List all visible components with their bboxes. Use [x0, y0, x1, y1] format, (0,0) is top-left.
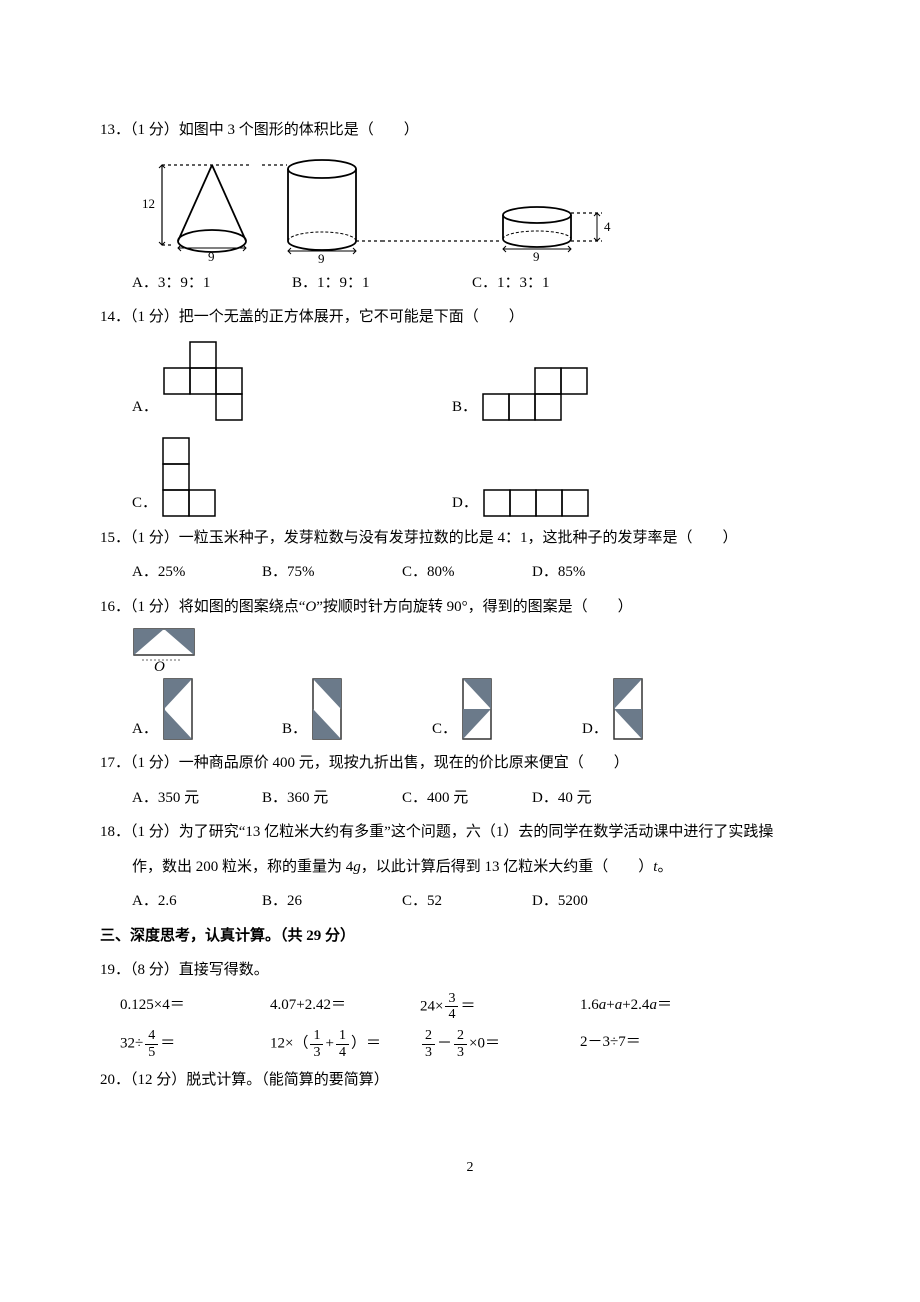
q19-r2c3: 23－23×0＝: [420, 1028, 580, 1060]
q18-line2: 作，数出 200 粒米，称的重量为 4g，以此计算后得到 13 亿粒米大约重（ …: [100, 853, 840, 882]
q19-r1c4: 1.6a+a+2.4a＝: [580, 991, 672, 1023]
q16-optD: D．: [582, 677, 646, 743]
q14-labelD: D．: [452, 489, 478, 518]
q16-figB: [311, 677, 345, 743]
q17-options: A．350 元 B．360 元 C．400 元 D．40 元: [100, 784, 840, 813]
q16-optB: B．: [282, 677, 432, 743]
q13-cyl-short: 4 9: [382, 183, 632, 263]
q14-netA: [162, 340, 244, 422]
page-number: 2: [100, 1155, 840, 1182]
q14-optB: B．: [452, 340, 589, 422]
q16-figA: [162, 677, 196, 743]
q14-text: 14．（1 分）把一个无盖的正方体展开，它不可能是下面（ ）: [100, 303, 840, 332]
q17-text: 17．（1 分）一种商品原价 400 元，现按九折出售，现在的价比原来便宜（ ）: [100, 749, 840, 778]
q19-r1c2: 4.07+2.42＝: [270, 991, 420, 1023]
q14-optA: A．: [132, 340, 452, 422]
q14-optC: C．: [132, 436, 452, 518]
q18-options: A．2.6 B．26 C．52 D．5200: [100, 887, 840, 916]
q19-text: 19．（8 分）直接写得数。: [100, 956, 840, 985]
q13-text: 13．（1 分）如图中 3 个图形的体积比是（ ）: [100, 116, 840, 145]
q15-optC: C．80%: [402, 558, 532, 587]
q13-figure: 12 9 9 4 9: [100, 153, 840, 263]
q15-optB: B．75%: [262, 558, 402, 587]
q16-figD: [612, 677, 646, 743]
q18-line1: 18．（1 分）为了研究“13 亿粒米大约有多重”这个问题，六（1）去的同学在数…: [100, 818, 840, 847]
q17-optB: B．360 元: [262, 784, 402, 813]
q16-optA: A．: [132, 677, 282, 743]
q13-cone: 12 9: [132, 153, 262, 263]
q18-optD: D．5200: [532, 887, 588, 916]
q16-figC: [461, 677, 495, 743]
q14-labelB: B．: [452, 393, 477, 422]
q16-optC: C．: [432, 677, 582, 743]
q16-text: 16．（1 分）将如图的图案绕点“O”按顺时针方向旋转 90°，得到的图案是（ …: [100, 593, 840, 622]
q17-optA: A．350 元: [132, 784, 262, 813]
q13-optA: A．3：9：1: [132, 269, 292, 298]
section3-title: 三、深度思考，认真计算。（共 29 分）: [100, 922, 840, 951]
q14-netD: [482, 488, 590, 518]
q15-options: A．25% B．75% C．80% D．85%: [100, 558, 840, 587]
q13-cyl-short-h: 4: [604, 219, 611, 234]
q14-row1: A． B．: [100, 340, 840, 422]
q19-r1c1: 0.125×4＝: [120, 991, 270, 1023]
q16-base: O: [132, 627, 202, 677]
q17-optC: C．400 元: [402, 784, 532, 813]
q14-optD: D．: [452, 436, 590, 518]
q13-cyl-tall-d: 9: [318, 251, 325, 263]
q14-labelC: C．: [132, 489, 157, 518]
q13-cone-h: 12: [142, 196, 155, 211]
q17-optD: D．40 元: [532, 784, 592, 813]
q13-options: A．3：9：1 B．1：9：1 C．1：3：1: [100, 269, 840, 298]
q19-r2c4: 2－3÷7＝: [580, 1028, 641, 1060]
q14-row2: C． D．: [100, 436, 840, 518]
q19-r2c1: 32÷45＝: [120, 1028, 270, 1060]
q14-netB: [481, 366, 589, 422]
q13-cyl-tall: 9: [262, 153, 382, 263]
q13-optB: B．1：9：1: [292, 269, 472, 298]
q15-text: 15．（1 分）一粒玉米种子，发芽粒数与没有发芽拉数的比是 4：1，这批种子的发…: [100, 524, 840, 553]
q20-text: 20．（12 分）脱式计算。（能简算的要简算）: [100, 1066, 840, 1095]
q19-r1c3: 24×34＝: [420, 991, 580, 1023]
q18-optC: C．52: [402, 887, 532, 916]
q13-optC: C．1：3：1: [472, 269, 550, 298]
q15-optD: D．85%: [532, 558, 585, 587]
q19-row1: 0.125×4＝ 4.07+2.42＝ 24×34＝ 1.6a+a+2.4a＝: [120, 991, 840, 1023]
q19-r2c2: 12×（13+14）＝: [270, 1028, 420, 1060]
q18-optA: A．2.6: [132, 887, 262, 916]
q13-cyl-short-d: 9: [533, 249, 540, 263]
q14-netC: [161, 436, 217, 518]
q19-row2: 32÷45＝ 12×（13+14）＝ 23－23×0＝ 2－3÷7＝: [120, 1028, 840, 1060]
q15-optA: A．25%: [132, 558, 262, 587]
q16-options: A． B． C． D．: [100, 677, 840, 743]
q13-cone-d: 9: [208, 249, 215, 263]
q16-base-fig: O: [100, 627, 840, 677]
q18-optB: B．26: [262, 887, 402, 916]
svg-text:O: O: [154, 659, 165, 675]
q14-labelA: A．: [132, 393, 158, 422]
